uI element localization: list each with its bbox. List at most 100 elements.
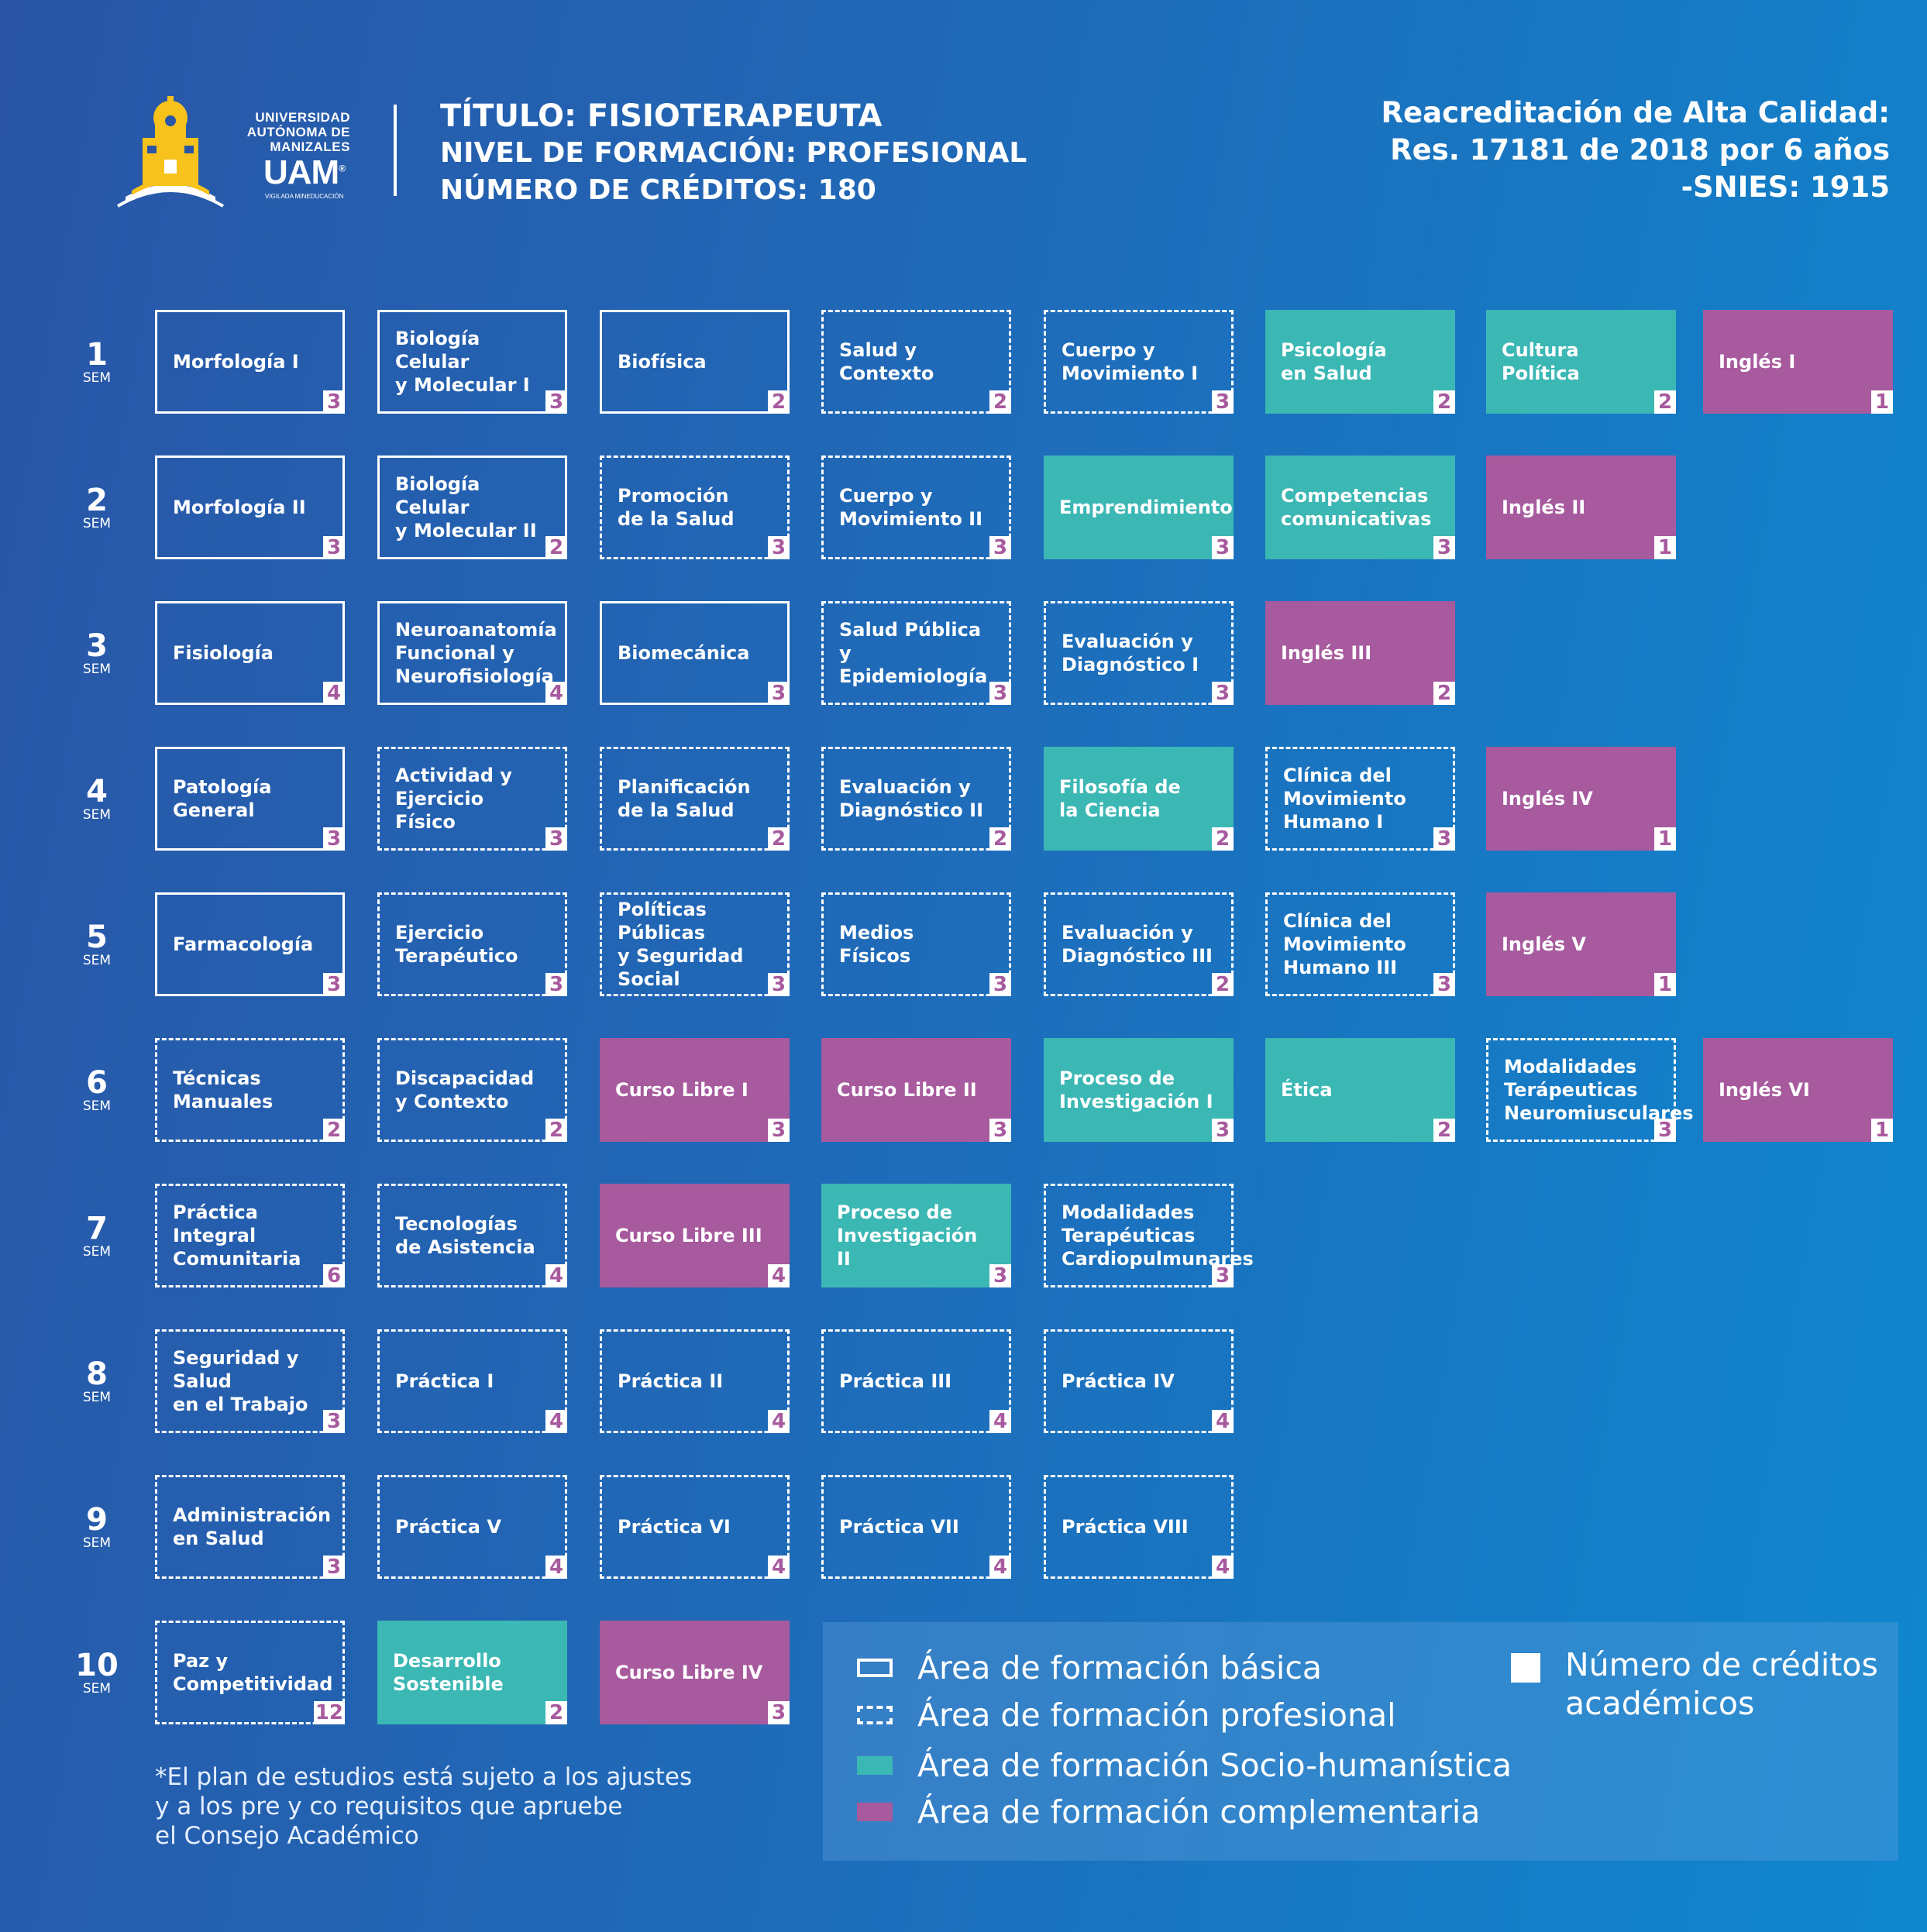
- course-cell: Biología Celular y Molecular II 2: [377, 455, 567, 559]
- course-credits: 2: [1433, 1119, 1455, 1142]
- course-cell: Salud y Contexto 2: [821, 310, 1011, 414]
- course-credits: 1: [1654, 973, 1676, 996]
- course-credits: 6: [323, 1264, 345, 1287]
- semester-label: 4 SEM: [74, 776, 120, 823]
- course-name: Emprendimiento: [1059, 497, 1233, 518]
- course-credits: 3: [1654, 1119, 1676, 1142]
- course-cell: Salud Pública y Epidemiología 3: [821, 601, 1011, 705]
- course-credits: 2: [323, 1119, 345, 1142]
- semester-number: 7: [86, 1211, 108, 1246]
- course-credits: 2: [768, 827, 790, 851]
- course-credits: 3: [1433, 973, 1455, 996]
- semester-number: 3: [86, 628, 108, 664]
- accreditation-line: Reacreditación de Alta Calidad:: [1381, 96, 1890, 129]
- course-cell: Práctica V 4: [377, 1475, 567, 1579]
- course-credits: 3: [545, 827, 567, 851]
- course-cell: Práctica VII 4: [821, 1475, 1011, 1579]
- course-cell: Planificación de la Salud 2: [600, 747, 790, 851]
- legend-swatch-complementaria: [857, 1803, 893, 1821]
- course-credits: 3: [1433, 536, 1455, 559]
- course-cell: Filosofía de la Ciencia 2: [1044, 747, 1234, 851]
- course-credits: 3: [323, 536, 345, 559]
- semester-suffix: SEM: [82, 1098, 112, 1114]
- course-name: Práctica IV: [1062, 1370, 1175, 1392]
- semester-suffix: SEM: [82, 807, 112, 823]
- legend-swatch-socio: [857, 1756, 893, 1775]
- course-cell: Ética 2: [1265, 1038, 1455, 1142]
- uam-building-emblem: [116, 96, 225, 208]
- program-level: NIVEL DE FORMACIÓN: PROFESIONAL: [440, 137, 1027, 169]
- course-name: Práctica VII: [839, 1516, 959, 1538]
- course-name: Biofísica: [618, 351, 707, 373]
- semester-suffix: SEM: [82, 1535, 112, 1551]
- semester-suffix: SEM: [82, 1681, 112, 1697]
- course-credits: 3: [989, 536, 1011, 559]
- course-cell: Actividad y Ejercicio Físico 3: [377, 747, 567, 851]
- semester-number: 2: [86, 483, 108, 518]
- course-name: Biología Celular y Molecular II: [395, 473, 537, 541]
- course-name: Inglés III: [1281, 642, 1372, 664]
- course-credits: 1: [1654, 536, 1676, 559]
- course-credits: 2: [1212, 827, 1234, 851]
- legend-panel: Área de formación básica Área de formaci…: [823, 1622, 1898, 1861]
- course-cell: Inglés III 2: [1265, 601, 1455, 705]
- course-credits: 4: [323, 682, 345, 705]
- semester-label: 7 SEM: [74, 1213, 120, 1260]
- course-name: Práctica II: [618, 1370, 724, 1392]
- course-credits: 4: [989, 1556, 1011, 1579]
- course-cell: Técnicas Manuales 2: [155, 1038, 345, 1142]
- course-credits: 3: [768, 682, 790, 705]
- course-cell: Inglés VI 1: [1703, 1038, 1893, 1142]
- course-credits: 2: [768, 390, 790, 414]
- course-name: Proceso de Investigación I: [1059, 1067, 1213, 1112]
- uam-acronym: UAM®: [263, 153, 346, 191]
- course-credits: 3: [989, 973, 1011, 996]
- course-name: Actividad y Ejercicio Físico: [395, 765, 512, 833]
- course-cell: Emprendimiento 3: [1044, 455, 1234, 559]
- course-credits: 4: [768, 1556, 790, 1579]
- course-name: Políticas Públicas y Seguridad Social: [618, 899, 744, 990]
- course-credits: 2: [1212, 973, 1234, 996]
- course-name: Cultura Política: [1502, 339, 1580, 384]
- course-cell: Biología Celular y Molecular I 3: [377, 310, 567, 414]
- course-name: Curso Libre IV: [615, 1662, 763, 1683]
- course-name: Modalidades Terápeuticas Neuromiusculare…: [1504, 1056, 1694, 1124]
- course-cell: Cuerpo y Movimiento II 3: [821, 455, 1011, 559]
- semester-number: 8: [86, 1356, 108, 1392]
- course-credits: 2: [989, 827, 1011, 851]
- logo-tagline: VIGILADA MINEDUCACIÓN: [265, 193, 344, 200]
- course-credits: 4: [545, 682, 567, 705]
- course-credits: 3: [1212, 390, 1234, 414]
- course-name: Tecnologías de Asistencia: [395, 1213, 535, 1258]
- legend-item-credits: Número de créditos académicos: [1511, 1645, 1878, 1723]
- course-credits: 1: [1871, 1119, 1893, 1142]
- course-name: Desarrollo Sostenible: [393, 1650, 504, 1695]
- semester-number: 10: [75, 1648, 119, 1683]
- course-credits: 3: [323, 973, 345, 996]
- program-credits: NÚMERO DE CRÉDITOS: 180: [440, 174, 876, 206]
- course-cell: Proceso de Investigación II 3: [821, 1184, 1011, 1287]
- course-cell: Tecnologías de Asistencia 4: [377, 1184, 567, 1287]
- course-credits: 4: [545, 1264, 567, 1287]
- accreditation-line: Res. 17181 de 2018 por 6 años: [1390, 133, 1890, 167]
- course-name: Biología Celular y Molecular I: [395, 328, 530, 396]
- legend-label: Área de formación básica: [917, 1649, 1322, 1686]
- course-name: Inglés II: [1502, 497, 1586, 518]
- course-cell: Proceso de Investigación I 3: [1044, 1038, 1234, 1142]
- course-cell: Medios Físicos 3: [821, 892, 1011, 996]
- course-name: Curso Libre III: [615, 1225, 762, 1246]
- header-divider: [394, 105, 397, 196]
- course-name: Cuerpo y Movimiento II: [839, 485, 983, 530]
- course-name: Salud Pública y Epidemiología: [839, 619, 988, 687]
- course-cell: Inglés IV 1: [1486, 747, 1676, 851]
- course-cell: Fisiología 4: [155, 601, 345, 705]
- course-cell: Neuroanatomía Funcional y Neurofisiologí…: [377, 601, 567, 705]
- program-info: TÍTULO: FISIOTERAPEUTA NIVEL DE FORMACIÓ…: [440, 98, 1027, 209]
- semester-label: 3 SEM: [74, 631, 120, 677]
- course-name: Práctica V: [395, 1516, 501, 1538]
- course-cell: Curso Libre I 3: [600, 1038, 790, 1142]
- semester-label: 6 SEM: [74, 1067, 120, 1114]
- course-name: Administración en Salud: [173, 1504, 332, 1549]
- course-name: Evaluación y Diagnóstico III: [1062, 922, 1213, 967]
- course-cell: Clínica del Movimiento Humano III 3: [1265, 892, 1455, 996]
